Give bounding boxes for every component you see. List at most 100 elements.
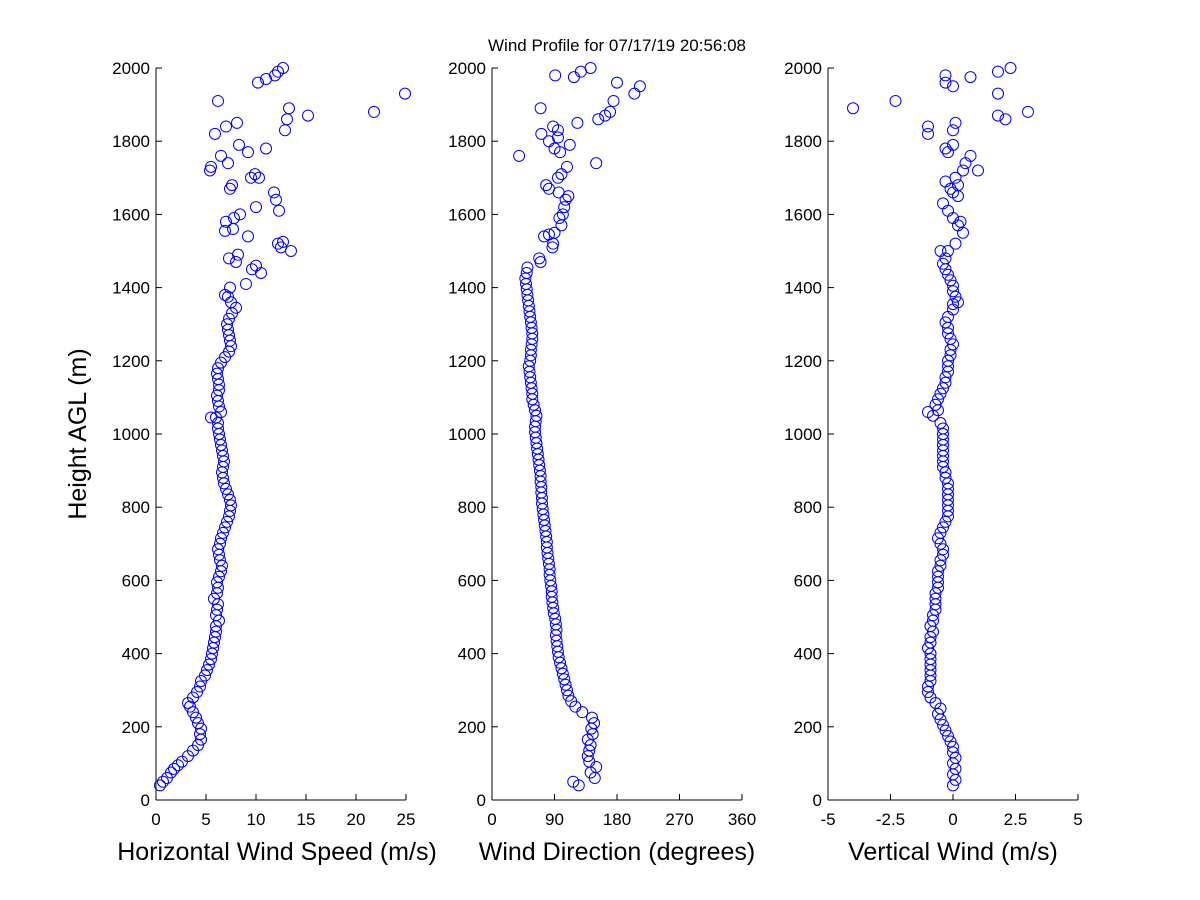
data-point bbox=[939, 316, 952, 329]
data-point bbox=[223, 312, 235, 325]
data-point bbox=[226, 179, 238, 192]
data-point bbox=[937, 718, 949, 731]
data-point bbox=[211, 367, 223, 380]
data-point bbox=[214, 537, 226, 550]
x-tick-label: 25 bbox=[397, 810, 416, 829]
data-point bbox=[559, 678, 572, 691]
data-point bbox=[571, 116, 584, 129]
data-point bbox=[212, 543, 224, 556]
data-point bbox=[530, 409, 543, 422]
y-tick-label: 800 bbox=[458, 498, 486, 517]
data-point bbox=[604, 105, 617, 118]
data-point bbox=[927, 609, 939, 622]
data-point bbox=[952, 296, 964, 309]
data-point bbox=[924, 636, 937, 649]
data-point bbox=[215, 406, 227, 419]
y-tick-label: 2000 bbox=[448, 59, 486, 78]
data-point bbox=[942, 245, 954, 257]
data-point bbox=[949, 116, 962, 129]
data-point bbox=[272, 237, 284, 250]
data-points bbox=[154, 62, 411, 792]
data-point bbox=[240, 277, 252, 290]
y-tick-label: 1600 bbox=[784, 205, 822, 224]
data-point bbox=[553, 212, 566, 225]
data-point bbox=[562, 689, 575, 702]
data-point bbox=[934, 526, 947, 539]
y-tick-label: 1000 bbox=[448, 425, 486, 444]
data-point bbox=[269, 69, 281, 82]
data-point bbox=[165, 766, 177, 779]
data-point bbox=[563, 138, 576, 151]
data-point bbox=[942, 729, 954, 742]
data-point bbox=[190, 711, 202, 724]
data-point bbox=[231, 116, 243, 129]
data-point bbox=[934, 417, 947, 430]
x-tick-label: -2.5 bbox=[876, 810, 905, 829]
data-point bbox=[939, 471, 952, 484]
data-point bbox=[932, 532, 944, 545]
data-point bbox=[250, 259, 262, 272]
data-point bbox=[252, 76, 264, 89]
x-tick-label: 5 bbox=[201, 810, 210, 829]
y-tick-label: 800 bbox=[122, 498, 150, 517]
data-point bbox=[937, 422, 949, 435]
data-point bbox=[203, 658, 215, 671]
data-point bbox=[937, 257, 949, 270]
data-point bbox=[929, 398, 942, 411]
data-point bbox=[221, 515, 233, 528]
y-tick-label: 2000 bbox=[784, 59, 822, 78]
data-point bbox=[368, 105, 380, 118]
data-point bbox=[273, 204, 285, 217]
y-tick-label: 600 bbox=[458, 571, 486, 590]
data-point bbox=[922, 127, 934, 140]
data-point bbox=[275, 241, 287, 254]
y-tick-label: 0 bbox=[477, 791, 486, 810]
data-point bbox=[937, 197, 949, 210]
data-point bbox=[205, 160, 217, 173]
data-point bbox=[934, 554, 947, 567]
data-point bbox=[232, 248, 244, 261]
data-point bbox=[210, 625, 222, 638]
data-point bbox=[233, 138, 245, 151]
y-axis-label: Height AGL (m) bbox=[64, 348, 92, 519]
data-point bbox=[992, 109, 1004, 122]
data-point bbox=[222, 157, 234, 170]
x-tick-label: 10 bbox=[247, 810, 266, 829]
data-point bbox=[932, 707, 944, 720]
data-point bbox=[565, 695, 578, 708]
data-point bbox=[922, 120, 934, 133]
data-point bbox=[249, 168, 261, 181]
x-axis-label: Wind Direction (degrees) bbox=[479, 838, 756, 866]
y-tick-label: 600 bbox=[122, 571, 150, 590]
y-tick-label: 1400 bbox=[784, 279, 822, 298]
y-tick-label: 1200 bbox=[448, 352, 486, 371]
data-point bbox=[216, 559, 228, 572]
data-point bbox=[942, 360, 954, 373]
data-point bbox=[952, 179, 964, 192]
y-tick-label: 1000 bbox=[784, 425, 822, 444]
data-point bbox=[937, 428, 949, 440]
y-tick-label: 1600 bbox=[112, 205, 150, 224]
x-tick-label: 2.5 bbox=[1004, 810, 1028, 829]
data-point bbox=[947, 138, 959, 151]
data-point bbox=[939, 724, 952, 737]
data-point bbox=[1004, 62, 1017, 74]
data-point bbox=[211, 576, 223, 589]
data-point bbox=[934, 559, 947, 572]
data-point bbox=[927, 614, 939, 627]
data-point bbox=[947, 338, 959, 351]
data-point bbox=[934, 245, 947, 257]
data-point bbox=[540, 179, 553, 192]
data-point bbox=[538, 230, 551, 243]
data-point bbox=[215, 149, 227, 162]
data-point bbox=[194, 680, 206, 693]
data-point bbox=[934, 387, 947, 400]
x-axis-label: Horizontal Wind Speed (m/s) bbox=[117, 838, 437, 866]
data-point bbox=[558, 673, 571, 686]
data-point bbox=[220, 215, 232, 228]
data-point bbox=[992, 65, 1004, 78]
x-tick-label: 20 bbox=[347, 810, 366, 829]
data-point bbox=[222, 488, 234, 501]
